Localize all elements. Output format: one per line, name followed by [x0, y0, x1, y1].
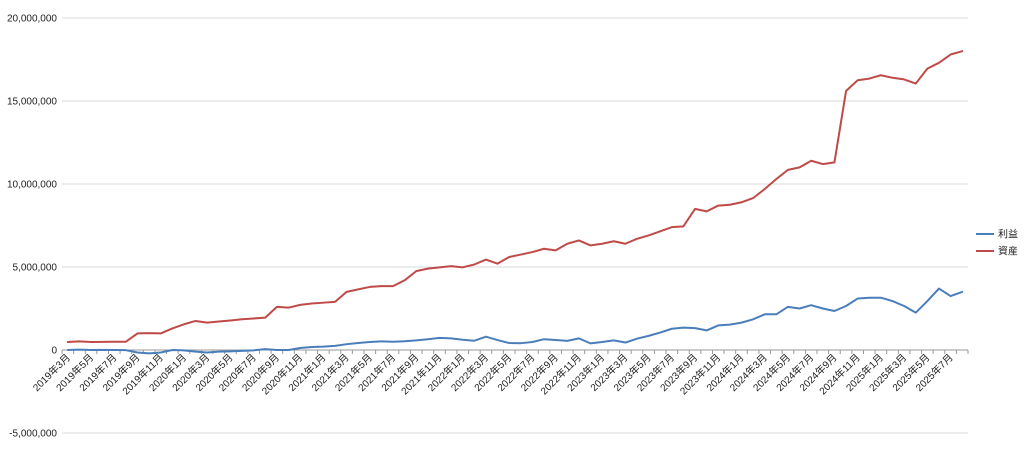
y-tick-label: -5,000,000 — [9, 429, 57, 440]
y-tick-label: 0 — [51, 346, 57, 357]
y-tick-label: 20,000,000 — [7, 14, 57, 25]
x-axis — [61, 349, 969, 354]
y-tick-label: 10,000,000 — [7, 180, 57, 191]
plot-area — [62, 18, 968, 433]
legend-label: 資産 — [998, 245, 1018, 258]
y-tick-label: 15,000,000 — [7, 97, 57, 108]
legend-label: 利益 — [998, 228, 1018, 241]
series-line-0 — [66, 287, 964, 355]
series-line-1 — [66, 50, 964, 344]
y-tick-label: 5,000,000 — [13, 263, 58, 274]
y-axis-tick-labels: -5,000,000 0 5,000,000 10,000,000 15,000,000… — [7, 14, 58, 440]
series-lines — [66, 50, 964, 355]
